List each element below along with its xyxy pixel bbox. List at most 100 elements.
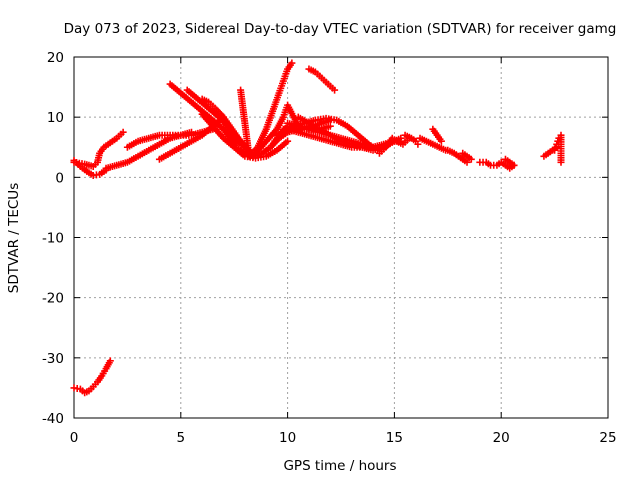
data-point-trail bbox=[435, 133, 444, 143]
data-point-trail bbox=[103, 359, 113, 371]
series-arc-u bbox=[416, 134, 450, 154]
data-point bbox=[510, 161, 518, 169]
x-tick-label: 0 bbox=[70, 430, 79, 446]
data-point-trail bbox=[190, 132, 204, 144]
data-point-trail bbox=[98, 168, 108, 177]
series-arc-x bbox=[459, 149, 475, 163]
data-point-trail bbox=[403, 132, 413, 141]
series-arc-v bbox=[429, 125, 445, 145]
data-point-trail bbox=[200, 96, 210, 105]
data-point-trail bbox=[158, 135, 172, 147]
data-point-trail bbox=[418, 135, 428, 144]
data-point-trail bbox=[189, 100, 204, 114]
data-point bbox=[463, 158, 471, 166]
data-point-trail bbox=[269, 91, 282, 113]
series-arc-b bbox=[70, 156, 110, 180]
series-arc-p bbox=[305, 65, 339, 94]
y-tick-label: -40 bbox=[42, 411, 64, 427]
data-point-trail bbox=[314, 115, 327, 124]
data-point-trail bbox=[335, 117, 349, 129]
data-point-trail bbox=[94, 152, 103, 164]
data-point-trail bbox=[280, 67, 291, 83]
data-point bbox=[106, 357, 114, 365]
data-point bbox=[288, 59, 296, 67]
data-point-trail bbox=[168, 144, 183, 156]
data-point-trail bbox=[95, 374, 104, 384]
data-point-trail bbox=[72, 158, 82, 168]
data-point-trail bbox=[296, 114, 311, 126]
chart-title: Day 073 of 2023, Sidereal Day-to-day VTE… bbox=[64, 21, 617, 37]
data-point-trail bbox=[274, 115, 286, 131]
data-point-trail bbox=[276, 79, 286, 95]
data-point-trail bbox=[136, 147, 151, 159]
series-arc-ab bbox=[551, 131, 565, 166]
data-point bbox=[467, 155, 475, 163]
series-arc-z bbox=[501, 155, 518, 169]
series-arc-t bbox=[401, 131, 422, 148]
data-point-trail bbox=[169, 131, 182, 139]
data-point bbox=[331, 86, 339, 94]
series-arc-o bbox=[279, 114, 381, 154]
data-point-trail bbox=[158, 150, 172, 162]
data-point-trail bbox=[126, 138, 140, 150]
data-point-trail bbox=[314, 70, 324, 80]
data-point-trail bbox=[431, 141, 441, 150]
x-tick-label: 20 bbox=[493, 430, 510, 446]
data-point bbox=[437, 137, 445, 145]
data-point-trail bbox=[328, 132, 343, 144]
grid bbox=[74, 57, 608, 418]
y-tick-label: -10 bbox=[42, 231, 64, 247]
data-point-trail bbox=[318, 126, 332, 138]
data-point bbox=[414, 140, 422, 148]
x-tick-label: 15 bbox=[386, 430, 403, 446]
data-point-trail bbox=[158, 131, 171, 139]
data-point-trail bbox=[126, 153, 140, 165]
data-point-trail bbox=[401, 136, 411, 146]
data-point-trail bbox=[395, 138, 405, 147]
series-arc-neg bbox=[70, 357, 114, 397]
data-point bbox=[326, 122, 334, 130]
y-tick-label: 0 bbox=[55, 170, 64, 186]
data-point-trail bbox=[185, 88, 200, 102]
data-point-trail bbox=[210, 124, 226, 141]
data-point-trail bbox=[83, 161, 95, 170]
y-axis-label: SDTVAR / TECUs bbox=[6, 183, 22, 293]
data-point-trail bbox=[255, 127, 269, 149]
x-tick-label: 10 bbox=[279, 430, 296, 446]
series-arc-c bbox=[102, 128, 195, 172]
data-point-trail bbox=[378, 145, 388, 155]
data-point-trail bbox=[326, 82, 336, 92]
data-point-trail bbox=[229, 127, 243, 143]
data-point-trail bbox=[253, 139, 269, 156]
data-point-trail bbox=[437, 144, 448, 153]
series-arc-w bbox=[444, 146, 471, 166]
data-point bbox=[557, 158, 565, 166]
data-point-trail bbox=[446, 147, 456, 156]
data-point-trail bbox=[275, 139, 290, 153]
data-point-trail bbox=[99, 367, 109, 377]
data-point-trail bbox=[264, 127, 279, 144]
data-point-trail bbox=[430, 127, 440, 137]
data-point-trail bbox=[356, 133, 371, 147]
data-point-trail bbox=[200, 112, 215, 128]
tick-labels: 0 5 10 15 20 25 -40 -30 -20 -10 0 10 20 bbox=[42, 50, 617, 446]
x-tick-label: 25 bbox=[599, 430, 616, 446]
data-point-trail bbox=[425, 138, 435, 147]
data-point-trail bbox=[285, 61, 294, 71]
data-point-trail bbox=[179, 131, 193, 139]
x-tick-label: 5 bbox=[177, 430, 186, 446]
data-point-trail bbox=[179, 138, 193, 150]
data-point-trail bbox=[264, 147, 279, 159]
data-point-trail bbox=[79, 164, 89, 174]
data-point-trail bbox=[206, 106, 221, 120]
data-point-trail bbox=[221, 136, 236, 150]
data-point-trail bbox=[97, 145, 106, 155]
data-point-trail bbox=[115, 130, 125, 140]
data-point-trail bbox=[221, 127, 233, 140]
series-arc-h bbox=[198, 95, 253, 154]
data-point-trail bbox=[325, 115, 338, 124]
axes bbox=[73, 56, 609, 419]
data-point-trail bbox=[275, 126, 289, 138]
